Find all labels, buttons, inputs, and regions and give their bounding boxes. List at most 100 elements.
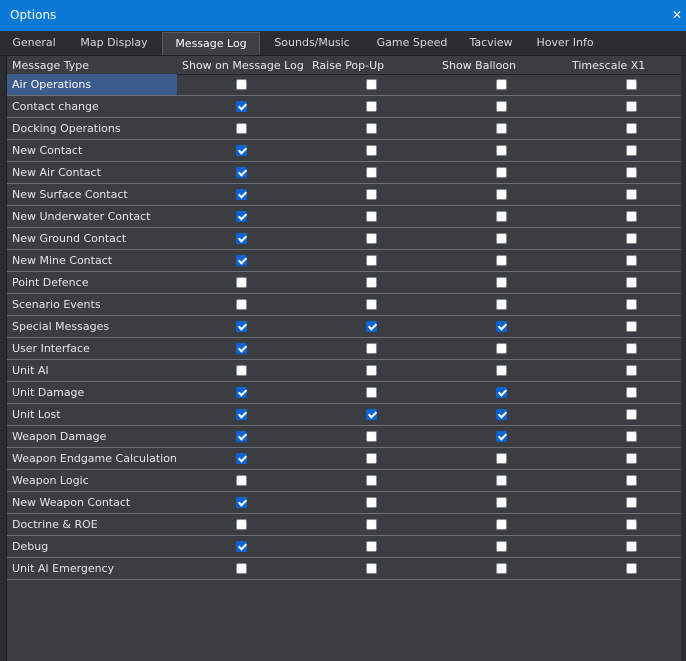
show-on-message-log-checkbox[interactable] xyxy=(236,365,247,376)
table-row[interactable]: Weapon Endgame Calculations xyxy=(7,448,681,470)
show-on-message-log-checkbox[interactable] xyxy=(236,475,247,486)
title-bar[interactable]: Options ✕ xyxy=(0,0,686,31)
show-balloon-checkbox[interactable] xyxy=(496,233,507,244)
show-balloon-checkbox[interactable] xyxy=(496,211,507,222)
table-row[interactable]: Scenario Events xyxy=(7,294,681,316)
show-balloon-checkbox[interactable] xyxy=(496,189,507,200)
raise-pop-up-checkbox[interactable] xyxy=(366,431,377,442)
raise-pop-up-checkbox[interactable] xyxy=(366,255,377,266)
timescale-x1-checkbox[interactable] xyxy=(626,79,637,90)
raise-pop-up-checkbox[interactable] xyxy=(366,343,377,354)
message-type-label[interactable]: Unit Damage xyxy=(12,386,85,399)
raise-pop-up-checkbox[interactable] xyxy=(366,563,377,574)
message-type-label[interactable]: Air Operations xyxy=(7,74,177,95)
table-row[interactable]: New Air Contact xyxy=(7,162,681,184)
column-header-raise-pop-up[interactable]: Raise Pop-Up xyxy=(312,59,385,72)
message-type-label[interactable]: New Ground Contact xyxy=(12,232,127,245)
show-on-message-log-checkbox[interactable] xyxy=(236,497,247,508)
timescale-x1-checkbox[interactable] xyxy=(626,321,637,332)
show-balloon-checkbox[interactable] xyxy=(496,255,507,266)
raise-pop-up-checkbox[interactable] xyxy=(366,145,377,156)
message-type-label[interactable]: Contact change xyxy=(12,100,99,113)
table-row[interactable]: Docking Operations xyxy=(7,118,681,140)
timescale-x1-checkbox[interactable] xyxy=(626,255,637,266)
raise-pop-up-checkbox[interactable] xyxy=(366,519,377,530)
show-on-message-log-checkbox[interactable] xyxy=(236,145,247,156)
column-header-show-balloon[interactable]: Show Balloon xyxy=(442,59,517,72)
message-type-label[interactable]: Unit AI xyxy=(12,364,49,377)
message-type-label[interactable]: New Air Contact xyxy=(12,166,101,179)
table-row[interactable]: Special Messages xyxy=(7,316,681,338)
message-type-label[interactable]: Unit Lost xyxy=(12,408,61,421)
show-on-message-log-checkbox[interactable] xyxy=(236,255,247,266)
timescale-x1-checkbox[interactable] xyxy=(626,475,637,486)
show-balloon-checkbox[interactable] xyxy=(496,475,507,486)
table-row[interactable]: Unit AI Emergency xyxy=(7,558,681,580)
show-on-message-log-checkbox[interactable] xyxy=(236,211,247,222)
show-on-message-log-checkbox[interactable] xyxy=(236,453,247,464)
show-on-message-log-checkbox[interactable] xyxy=(236,519,247,530)
raise-pop-up-checkbox[interactable] xyxy=(366,211,377,222)
table-row[interactable]: Weapon Damage xyxy=(7,426,681,448)
table-row[interactable]: Unit Damage xyxy=(7,382,681,404)
column-header-show-on-message-log[interactable]: Show on Message Log xyxy=(182,59,304,72)
raise-pop-up-checkbox[interactable] xyxy=(366,123,377,134)
message-type-label[interactable]: New Surface Contact xyxy=(12,188,128,201)
timescale-x1-checkbox[interactable] xyxy=(626,431,637,442)
message-type-label[interactable]: Point Defence xyxy=(12,276,89,289)
raise-pop-up-checkbox[interactable] xyxy=(366,321,377,332)
message-type-label[interactable]: User Interface xyxy=(12,342,90,355)
table-row[interactable]: Contact change xyxy=(7,96,681,118)
tab-message-log[interactable]: Message Log xyxy=(162,32,260,55)
timescale-x1-checkbox[interactable] xyxy=(626,277,637,288)
message-type-label[interactable]: Weapon Logic xyxy=(12,474,89,487)
show-balloon-checkbox[interactable] xyxy=(496,563,507,574)
table-row[interactable]: Doctrine & ROE xyxy=(7,514,681,536)
show-on-message-log-checkbox[interactable] xyxy=(236,79,247,90)
close-icon[interactable]: ✕ xyxy=(672,8,683,22)
tab-map-display[interactable]: Map Display xyxy=(80,36,148,49)
timescale-x1-checkbox[interactable] xyxy=(626,365,637,376)
raise-pop-up-checkbox[interactable] xyxy=(366,409,377,420)
timescale-x1-checkbox[interactable] xyxy=(626,409,637,420)
raise-pop-up-checkbox[interactable] xyxy=(366,365,377,376)
column-header-message-type[interactable]: Message Type xyxy=(12,59,89,72)
show-balloon-checkbox[interactable] xyxy=(496,541,507,552)
show-on-message-log-checkbox[interactable] xyxy=(236,123,247,134)
raise-pop-up-checkbox[interactable] xyxy=(366,277,377,288)
show-on-message-log-checkbox[interactable] xyxy=(236,101,247,112)
show-balloon-checkbox[interactable] xyxy=(496,167,507,178)
timescale-x1-checkbox[interactable] xyxy=(626,123,637,134)
tab-tacview[interactable]: Tacview xyxy=(469,36,513,49)
show-balloon-checkbox[interactable] xyxy=(496,497,507,508)
timescale-x1-checkbox[interactable] xyxy=(626,145,637,156)
message-type-label[interactable]: New Underwater Contact xyxy=(12,210,151,223)
message-type-label[interactable]: Special Messages xyxy=(12,320,110,333)
message-type-label[interactable]: Debug xyxy=(12,540,49,553)
tab-hover-info[interactable]: Hover Info xyxy=(536,36,594,49)
table-row[interactable]: New Surface Contact xyxy=(7,184,681,206)
show-balloon-checkbox[interactable] xyxy=(496,519,507,530)
show-on-message-log-checkbox[interactable] xyxy=(236,233,247,244)
show-on-message-log-checkbox[interactable] xyxy=(236,431,247,442)
message-type-label[interactable]: Weapon Endgame Calculations xyxy=(12,452,177,465)
show-on-message-log-checkbox[interactable] xyxy=(236,387,247,398)
timescale-x1-checkbox[interactable] xyxy=(626,101,637,112)
table-row[interactable]: New Weapon Contact xyxy=(7,492,681,514)
raise-pop-up-checkbox[interactable] xyxy=(366,475,377,486)
timescale-x1-checkbox[interactable] xyxy=(626,497,637,508)
message-type-label[interactable]: New Weapon Contact xyxy=(12,496,131,509)
raise-pop-up-checkbox[interactable] xyxy=(366,101,377,112)
show-on-message-log-checkbox[interactable] xyxy=(236,167,247,178)
raise-pop-up-checkbox[interactable] xyxy=(366,299,377,310)
show-balloon-checkbox[interactable] xyxy=(496,145,507,156)
message-type-label[interactable]: Unit AI Emergency xyxy=(12,562,115,575)
column-header-timescale-x1[interactable]: Timescale X1 xyxy=(572,59,646,72)
timescale-x1-checkbox[interactable] xyxy=(626,343,637,354)
table-row[interactable]: Unit Lost xyxy=(7,404,681,426)
raise-pop-up-checkbox[interactable] xyxy=(366,79,377,90)
timescale-x1-checkbox[interactable] xyxy=(626,233,637,244)
show-on-message-log-checkbox[interactable] xyxy=(236,189,247,200)
show-on-message-log-checkbox[interactable] xyxy=(236,563,247,574)
show-on-message-log-checkbox[interactable] xyxy=(236,299,247,310)
